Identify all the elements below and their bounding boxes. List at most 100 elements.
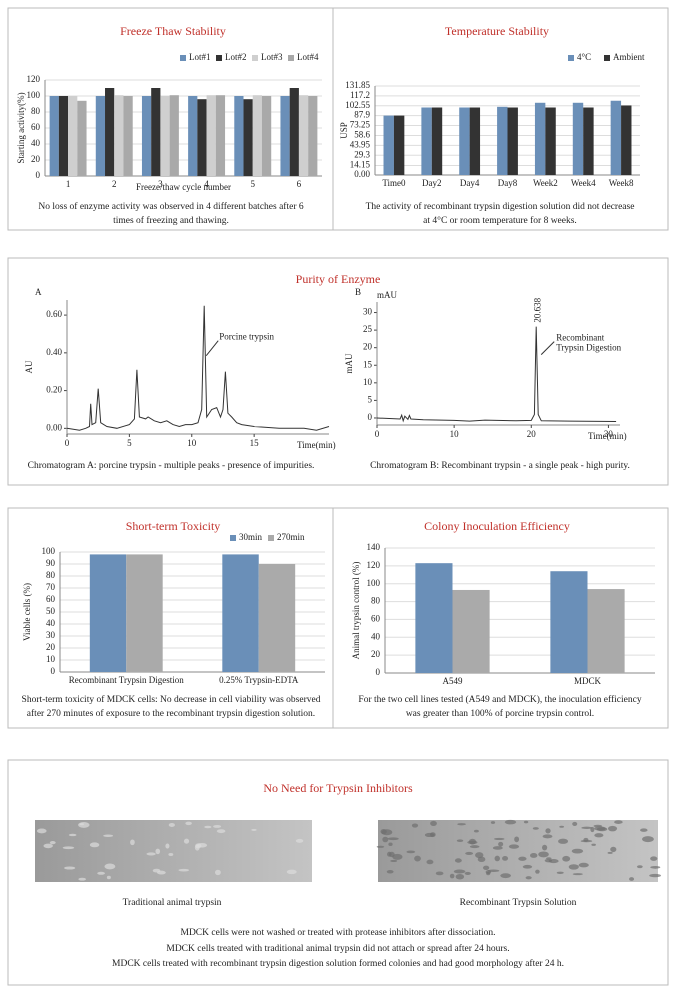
cell-image: [35, 820, 312, 882]
caption: after 270 minutes of exposure to the rec…: [27, 708, 315, 719]
cell: [640, 828, 648, 832]
bar: [550, 571, 588, 673]
legend-swatch: [268, 535, 274, 541]
leader: [540, 341, 555, 355]
bar: [105, 88, 115, 176]
cell: [387, 837, 399, 841]
caption: at 4°C or room temperature for 8 weeks.: [423, 215, 577, 226]
y-tick-label: 120: [27, 74, 41, 84]
panel: [7, 759, 669, 986]
cell: [204, 825, 212, 829]
y-tick-label: 100: [367, 578, 381, 588]
cell: [508, 844, 520, 849]
cell: [572, 821, 578, 826]
y-tick-label: 40: [371, 631, 381, 641]
cell: [571, 848, 584, 854]
cell: [97, 871, 105, 875]
cell: [486, 871, 491, 876]
y-tick-label: 0: [368, 412, 373, 422]
bar: [610, 100, 622, 175]
cell: [251, 828, 257, 831]
cell: [376, 845, 385, 848]
x-tick-label: Recombinant Trypsin Digestion: [69, 675, 185, 685]
cell: [456, 839, 464, 843]
cell: [457, 823, 466, 826]
cell: [608, 825, 618, 832]
y-tick-label: 80: [371, 596, 381, 606]
cell: [392, 853, 403, 860]
annotation: Porcine trypsin: [219, 332, 274, 342]
cell: [522, 864, 533, 869]
y-axis-label: Animal trypsin control (%): [351, 562, 361, 660]
bar: [452, 589, 490, 673]
y-tick-label: 102.55: [345, 100, 370, 110]
y-axis-label: AU: [24, 360, 34, 373]
y-tick-label: 0: [376, 667, 381, 677]
cell: [453, 869, 466, 874]
y-axis-label: USP: [339, 122, 349, 139]
cell: [542, 834, 553, 839]
panel: [7, 7, 669, 231]
y-tick-label: 90: [46, 558, 56, 568]
y-tick-label: 0.00: [46, 422, 62, 432]
cell: [104, 863, 116, 870]
image-caption: Recombinant Trypsin Solution: [460, 898, 577, 908]
cell: [591, 843, 596, 846]
cell: [469, 845, 480, 849]
bar: [534, 102, 546, 175]
cell: [168, 823, 175, 827]
bar: [252, 95, 262, 176]
cell: [514, 836, 520, 843]
bar: [545, 107, 556, 175]
legend-label: Lot#1: [189, 52, 211, 62]
y-tick-label: 87.9: [354, 110, 370, 120]
panel: [7, 507, 669, 729]
y-tick-label: 29.3: [354, 149, 370, 159]
y-tick-label: 40: [31, 138, 41, 148]
cell: [194, 844, 200, 851]
image-caption: Traditional animal trypsin: [123, 898, 222, 908]
caption: Short-term toxicity of MDCK cells: No de…: [22, 694, 321, 705]
cell: [492, 846, 503, 850]
cell: [146, 852, 156, 856]
y-tick-label: 60: [46, 594, 56, 604]
y-tick-label: 80: [46, 570, 56, 580]
leader: [205, 340, 219, 356]
bar: [431, 107, 443, 175]
cell: [546, 857, 552, 860]
cell: [426, 859, 434, 865]
cell: [610, 846, 617, 853]
cell: [130, 839, 135, 846]
panel-label: A: [35, 287, 42, 297]
bar: [114, 95, 124, 176]
y-tick-label: 30: [46, 630, 56, 640]
cell: [649, 873, 662, 878]
x-tick-label: 4: [204, 179, 209, 189]
y-tick-label: 0: [36, 170, 41, 180]
cell: [562, 855, 571, 862]
cell: [387, 851, 392, 857]
bar: [126, 554, 163, 672]
bar: [197, 99, 207, 176]
bar: [572, 102, 584, 175]
cell: [89, 842, 100, 848]
bar: [89, 554, 127, 672]
cell: [467, 840, 478, 845]
x-tick-label: 10: [187, 438, 197, 448]
section-title: Purity of Enzyme: [296, 272, 381, 286]
bar: [58, 96, 69, 176]
bar: [169, 95, 179, 176]
cell: [183, 838, 190, 844]
cell: [583, 837, 589, 842]
legend-swatch: [568, 55, 574, 61]
y-tick-label: 140: [367, 542, 381, 552]
chart-title: Freeze Thaw Stability: [120, 24, 226, 38]
chart-title: Short-term Toxicity: [126, 519, 221, 533]
cell: [78, 877, 86, 881]
bar: [222, 554, 259, 672]
cell: [62, 846, 75, 850]
y-axis-label: Viable cells (%): [22, 583, 32, 641]
bar: [123, 96, 133, 176]
y-tick-label: 120: [367, 560, 381, 570]
cell: [535, 869, 540, 874]
